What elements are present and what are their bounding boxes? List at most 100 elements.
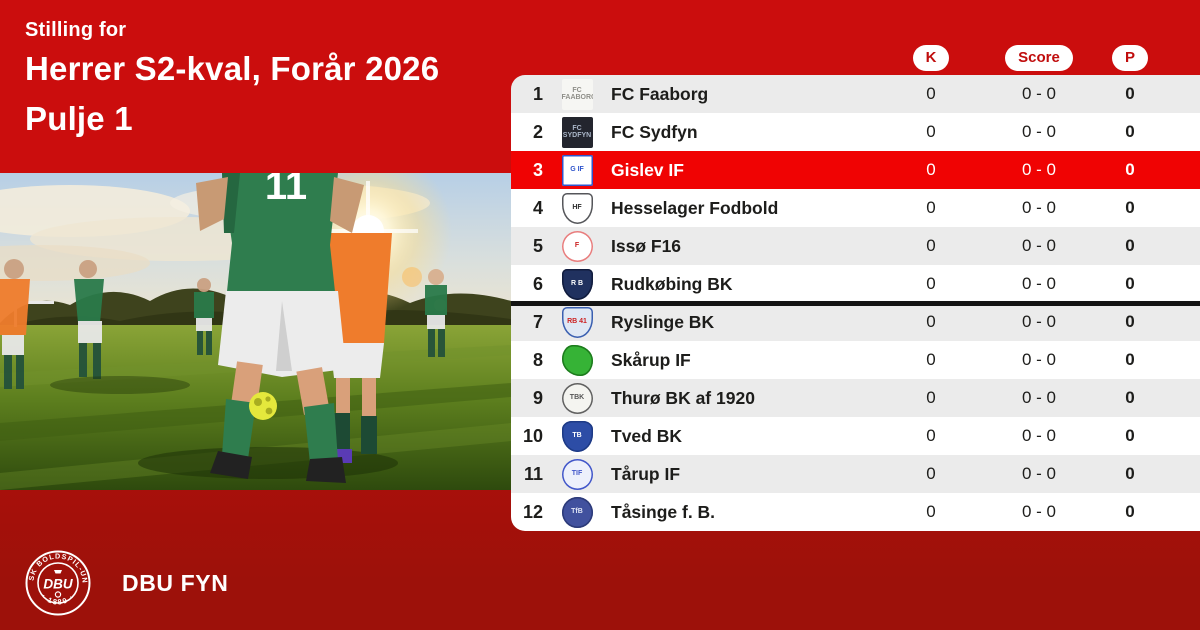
score-value: 0 - 0 — [1021, 122, 1057, 141]
matches-value: 0 — [926, 198, 936, 217]
standings-table-body: 1 FC FAABORG FC Faaborg 0 0 - 0 0 2 FC S… — [511, 75, 1200, 531]
club-logo-label: TIF — [571, 470, 583, 478]
club-logo: TIF — [561, 458, 593, 490]
points-value: 0 — [1125, 84, 1135, 103]
matches-value: 0 — [926, 426, 936, 445]
club-logo-label: RB 41 — [567, 318, 587, 326]
club-name: FC Faaborg — [611, 83, 709, 104]
club-name: Ryslinge BK — [611, 311, 715, 332]
score-value: 0 - 0 — [1021, 464, 1057, 483]
central-player: 11 — [196, 173, 364, 483]
rank-number: 10 — [522, 425, 543, 446]
rank-number: 7 — [532, 311, 543, 332]
dbu-seal-logo: DANSK BOLDSPIL-UNION · 1889 · DBU — [24, 549, 91, 616]
rank-number: 5 — [532, 235, 543, 256]
match-photo-illustration: 11 — [0, 173, 511, 490]
column-header-score: Score — [1005, 45, 1073, 71]
club-name: Thurø BK af 1920 — [611, 387, 755, 408]
seal-center-text: DBU — [43, 577, 73, 592]
rank-number: 9 — [532, 387, 543, 408]
points-value: 0 — [1125, 464, 1135, 483]
club-name: Issø F16 — [611, 235, 682, 256]
points-value: 0 — [1125, 502, 1135, 521]
rank-number: 3 — [532, 159, 543, 180]
table-row: 3 G IF Gislev IF 0 0 - 0 0 — [511, 151, 1200, 189]
distant-player-bib — [0, 259, 30, 389]
table-row: 2 FC SYDFYN FC Sydfyn 0 0 - 0 0 — [511, 113, 1200, 151]
distant-player-mid — [194, 278, 214, 355]
score-value: 0 - 0 — [1021, 388, 1057, 407]
table-row: 5 F Issø F16 0 0 - 0 0 — [511, 227, 1200, 265]
club-logo-label: HF — [572, 204, 582, 212]
club-logo-label: FC FAABORG — [561, 86, 593, 101]
rank-number: 6 — [532, 273, 543, 294]
rank-number: 1 — [532, 83, 543, 104]
matches-value: 0 — [926, 388, 936, 407]
club-logo-label: FC SYDFYN — [562, 124, 592, 139]
score-value: 0 - 0 — [1021, 312, 1057, 331]
club-logo: TB — [561, 420, 593, 452]
rank-number: 12 — [522, 501, 543, 522]
table-row: 9 TBK Thurø BK af 1920 0 0 - 0 0 — [511, 379, 1200, 417]
distant-player-right — [425, 269, 447, 357]
svg-text:11: 11 — [265, 173, 307, 208]
club-name: Hesselager Fodbold — [611, 197, 779, 218]
title-block: Stilling for Herrer S2-kval, Forår 2026 … — [25, 16, 505, 144]
score-value: 0 - 0 — [1021, 236, 1057, 255]
eyebrow-text: Stilling for — [25, 19, 127, 41]
points-value: 0 — [1125, 198, 1135, 217]
club-logo: F — [561, 230, 593, 262]
table-row: 8 Skårup IF 0 0 - 0 0 — [511, 341, 1200, 379]
club-name: Skårup IF — [611, 349, 691, 370]
match-photo: 11 — [0, 173, 511, 490]
club-logo-label: TBK — [569, 394, 585, 402]
club-logo — [561, 344, 593, 376]
standings-header: K Score P — [511, 44, 1200, 72]
points-value: 0 — [1125, 160, 1135, 179]
football — [249, 392, 277, 420]
table-row: 1 FC FAABORG FC Faaborg 0 0 - 0 0 — [511, 75, 1200, 113]
score-value: 0 - 0 — [1021, 160, 1057, 179]
club-logo: G IF — [561, 154, 593, 186]
points-value: 0 — [1125, 388, 1135, 407]
promotion-divider-line — [511, 301, 1200, 306]
club-logo: HF — [561, 192, 593, 224]
points-value: 0 — [1125, 426, 1135, 445]
matches-value: 0 — [926, 502, 936, 521]
matches-value: 0 — [926, 84, 936, 103]
table-row: 11 TIF Tårup IF 0 0 - 0 0 — [511, 455, 1200, 493]
score-value: 0 - 0 — [1021, 426, 1057, 445]
column-header-k: K — [912, 45, 950, 71]
club-name: Tåsinge f. B. — [611, 501, 716, 522]
club-logo-label: TfB — [571, 508, 583, 516]
page-title: Herrer S2-kval, Forår 2026 — [25, 50, 440, 87]
table-row: 6 R B Rudkøbing BK 0 0 - 0 0 — [511, 265, 1200, 303]
club-logo: TBK — [561, 382, 593, 414]
score-value: 0 - 0 — [1021, 502, 1057, 521]
club-name: FC Sydfyn — [611, 121, 698, 142]
club-logo-label: G IF — [570, 166, 584, 174]
points-value: 0 — [1125, 236, 1135, 255]
footer-brand: DANSK BOLDSPIL-UNION · 1889 · DBU DBU FY… — [24, 549, 228, 617]
matches-value: 0 — [926, 312, 936, 331]
matches-value: 0 — [926, 274, 936, 293]
table-row: 12 TfB Tåsinge f. B. 0 0 - 0 0 — [511, 493, 1200, 531]
matches-value: 0 — [926, 160, 936, 179]
club-logo-label: TB — [572, 432, 582, 440]
matches-value: 0 — [926, 350, 936, 369]
score-value: 0 - 0 — [1021, 350, 1057, 369]
score-value: 0 - 0 — [1021, 274, 1057, 293]
table-row: 4 HF Hesselager Fodbold 0 0 - 0 0 — [511, 189, 1200, 227]
points-value: 0 — [1125, 122, 1135, 141]
club-logo: TfB — [561, 496, 593, 528]
club-name: Rudkøbing BK — [611, 273, 733, 294]
club-name: Tved BK — [611, 425, 682, 446]
pool-subtitle: Pulje 1 — [25, 100, 133, 137]
rank-number: 4 — [532, 197, 543, 218]
table-row: 7 RB 41 Ryslinge BK 0 0 - 0 0 — [511, 303, 1200, 341]
rank-number: 11 — [523, 463, 543, 484]
seal-ring-bottom-text: · 1889 · — [40, 592, 75, 607]
club-logo: R B — [561, 268, 593, 300]
points-value: 0 — [1125, 350, 1135, 369]
matches-value: 0 — [926, 464, 936, 483]
